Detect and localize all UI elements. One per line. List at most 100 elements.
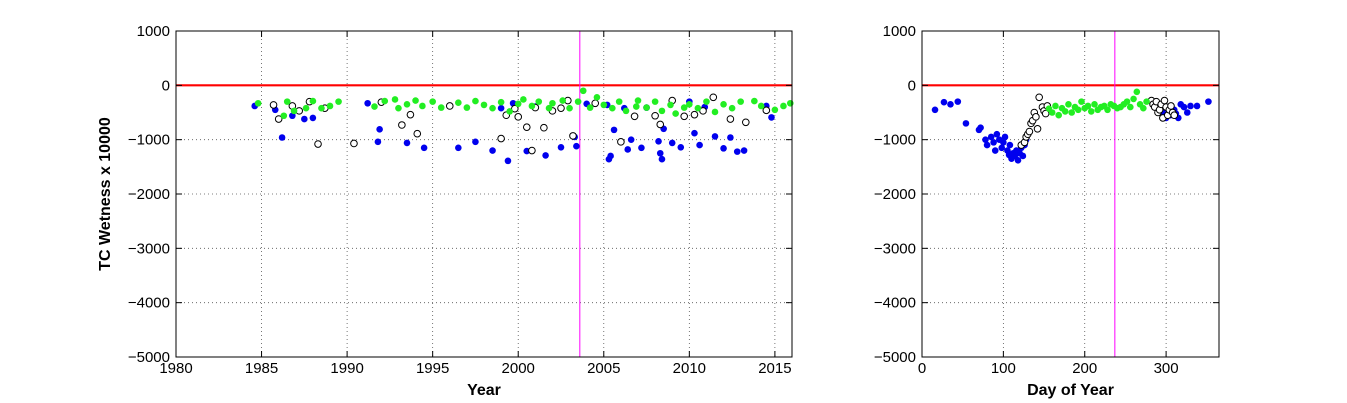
data-point-series-0 bbox=[403, 139, 411, 147]
data-point-series-0 bbox=[990, 139, 997, 146]
data-point-series-0 bbox=[1001, 133, 1009, 141]
data-point-series-1 bbox=[1035, 93, 1043, 102]
data-point-series-1 bbox=[569, 132, 577, 140]
x-tick-label: 1980 bbox=[159, 360, 192, 377]
data-point-series-0 bbox=[374, 138, 382, 146]
data-point-series-1 bbox=[406, 110, 415, 119]
data-point-series-1 bbox=[314, 140, 322, 148]
data-point-series-2 bbox=[506, 108, 513, 115]
data-point-series-2 bbox=[335, 98, 342, 105]
x-tick-label: 2005 bbox=[587, 360, 620, 377]
y-tick-label: 0 bbox=[908, 77, 916, 94]
data-point-series-0 bbox=[542, 152, 549, 159]
data-point-series-2 bbox=[1068, 109, 1076, 116]
data-point-series-0 bbox=[987, 133, 995, 141]
data-point-series-2 bbox=[615, 98, 623, 105]
data-point-series-2 bbox=[574, 98, 582, 105]
data-point-series-0 bbox=[668, 139, 676, 147]
data-point-series-2 bbox=[1104, 106, 1111, 114]
data-point-series-1 bbox=[497, 134, 505, 143]
x-tick-label: 1995 bbox=[416, 360, 449, 377]
data-point-series-0 bbox=[1019, 152, 1027, 160]
data-point-series-0 bbox=[455, 144, 462, 152]
data-point-series-2 bbox=[528, 102, 536, 110]
data-point-series-0 bbox=[983, 141, 991, 149]
data-point-series-1 bbox=[1025, 127, 1034, 136]
data-point-series-2 bbox=[771, 106, 779, 114]
data-point-series-2 bbox=[680, 104, 688, 111]
data-point-series-2 bbox=[703, 98, 710, 105]
data-point-series-0 bbox=[1205, 98, 1212, 105]
data-point-series-2 bbox=[1074, 106, 1082, 114]
data-point-series-0 bbox=[278, 134, 286, 141]
data-point-series-2 bbox=[728, 104, 736, 112]
data-point-series-0 bbox=[998, 144, 1006, 152]
data-point-series-2 bbox=[1130, 95, 1137, 103]
data-point-series-0 bbox=[947, 101, 954, 108]
data-point-series-0 bbox=[472, 138, 479, 146]
data-point-series-2 bbox=[1123, 98, 1131, 105]
data-point-series-1 bbox=[528, 146, 536, 155]
data-point-series-0 bbox=[1000, 139, 1007, 146]
data-point-series-2 bbox=[302, 104, 310, 112]
y-tick-label: 0 bbox=[162, 77, 170, 94]
data-point-series-2 bbox=[1140, 104, 1147, 112]
data-point-series-2 bbox=[586, 104, 594, 111]
x-tick-label: 2010 bbox=[673, 360, 706, 377]
data-point-series-2 bbox=[520, 96, 527, 103]
data-point-series-1 bbox=[1033, 125, 1042, 133]
data-point-series-0 bbox=[691, 129, 698, 137]
data-point-series-0 bbox=[982, 136, 989, 143]
data-point-series-1 bbox=[269, 101, 278, 109]
data-point-series-2 bbox=[290, 107, 298, 115]
data-point-series-1 bbox=[1167, 102, 1175, 110]
data-point-series-1 bbox=[1160, 96, 1169, 105]
data-point-series-2 bbox=[429, 98, 436, 105]
y-tick-label: −3000 bbox=[874, 240, 916, 257]
data-point-series-2 bbox=[463, 104, 471, 111]
x-tick-label: 100 bbox=[991, 360, 1016, 377]
data-point-series-1 bbox=[630, 112, 639, 121]
data-point-series-2 bbox=[579, 87, 587, 95]
data-point-series-0 bbox=[557, 143, 565, 151]
data-point-series-0 bbox=[733, 148, 741, 155]
data-point-series-2 bbox=[694, 104, 702, 112]
data-point-series-2 bbox=[609, 104, 616, 112]
data-point-series-2 bbox=[632, 103, 640, 110]
data-point-series-2 bbox=[711, 108, 719, 116]
data-point-series-1 bbox=[1170, 111, 1179, 120]
data-point-series-2 bbox=[480, 101, 488, 109]
data-point-series-0 bbox=[624, 146, 632, 153]
data-point-series-0 bbox=[740, 147, 748, 154]
data-point-series-2 bbox=[600, 101, 608, 109]
data-point-series-2 bbox=[1065, 101, 1072, 108]
data-point-series-2 bbox=[283, 98, 291, 105]
data-point-series-0 bbox=[977, 124, 984, 132]
data-point-series-0 bbox=[301, 115, 308, 123]
data-point-series-2 bbox=[318, 104, 325, 112]
data-point-series-1 bbox=[656, 120, 665, 129]
data-point-series-2 bbox=[280, 112, 288, 120]
data-point-series-0 bbox=[991, 147, 999, 154]
data-point-series-0 bbox=[696, 141, 703, 149]
data-point-series-2 bbox=[1087, 108, 1095, 115]
data-point-series-2 bbox=[1048, 109, 1056, 116]
data-point-series-0 bbox=[376, 126, 383, 133]
data-point-series-2 bbox=[667, 101, 674, 109]
y-tick-label: −5000 bbox=[874, 349, 916, 366]
data-point-series-2 bbox=[737, 98, 744, 105]
x-tick-label: 1985 bbox=[245, 360, 278, 377]
data-point-series-1 bbox=[398, 121, 406, 129]
data-point-series-2 bbox=[1143, 98, 1150, 105]
data-point-series-2 bbox=[643, 104, 650, 111]
data-point-series-1 bbox=[1032, 113, 1040, 121]
data-point-series-0 bbox=[638, 144, 645, 152]
data-point-series-2 bbox=[1127, 103, 1134, 111]
data-point-series-0 bbox=[309, 114, 317, 122]
y-axis-title: TC Wetness x 10000 bbox=[97, 117, 114, 271]
data-point-series-2 bbox=[672, 110, 679, 117]
data-point-series-2 bbox=[658, 107, 666, 115]
data-point-series-1 bbox=[617, 138, 625, 146]
data-point-series-2 bbox=[1084, 102, 1092, 110]
